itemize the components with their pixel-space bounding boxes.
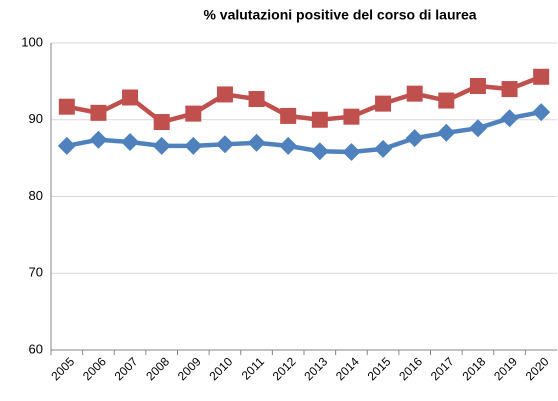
x-tick-label: 2012 [270, 354, 299, 383]
marker [310, 142, 329, 161]
marker [184, 136, 203, 155]
chart-title: % valutazioni positive del corso di laur… [203, 7, 476, 23]
marker [152, 136, 171, 155]
y-tick-label: 70 [29, 265, 43, 280]
marker [469, 77, 486, 94]
marker [533, 68, 550, 85]
marker [90, 104, 107, 121]
series-line [66, 74, 543, 125]
y-tick-label: 80 [29, 188, 43, 203]
x-tick-label: 2018 [460, 354, 489, 383]
x-tick-label: 2006 [80, 354, 109, 383]
marker [153, 114, 170, 131]
marker [500, 109, 519, 128]
x-tick-label: 2009 [175, 354, 204, 383]
x-tick-label: 2016 [396, 354, 425, 383]
marker [468, 119, 487, 138]
x-tick-label: 2008 [143, 354, 172, 383]
marker [216, 86, 233, 103]
x-tick-label: 2019 [491, 354, 520, 383]
x-tick-label: 2011 [239, 354, 267, 382]
marker [89, 130, 108, 149]
marker [122, 89, 139, 106]
marker [121, 133, 140, 152]
marker [374, 139, 393, 158]
marker [280, 107, 297, 124]
marker [342, 142, 361, 161]
x-tick-label: 2020 [523, 354, 552, 383]
marker [501, 81, 518, 98]
x-tick-label: 2007 [112, 354, 141, 383]
marker [343, 108, 360, 125]
x-tick-label: 2005 [48, 354, 77, 383]
x-tick-label: 2014 [333, 354, 362, 383]
marker [279, 136, 298, 155]
x-tick-label: 2017 [428, 354, 457, 383]
series-line [66, 109, 542, 155]
marker [247, 133, 266, 152]
x-tick-label: 2015 [365, 354, 394, 383]
marker [406, 85, 423, 102]
x-tick-label: 2010 [207, 354, 236, 383]
marker [215, 135, 234, 154]
marker [248, 91, 265, 108]
y-tick-label: 100 [21, 34, 43, 49]
marker [532, 103, 551, 122]
y-tick-label: 60 [29, 341, 43, 356]
marker [57, 136, 76, 155]
marker [185, 105, 202, 122]
marker [58, 98, 75, 115]
marker [375, 95, 392, 112]
marker [437, 123, 456, 142]
marker [438, 92, 455, 109]
y-tick-label: 90 [29, 111, 43, 126]
x-tick-label: 2013 [301, 354, 330, 383]
marker [405, 129, 424, 148]
marker [311, 111, 328, 128]
